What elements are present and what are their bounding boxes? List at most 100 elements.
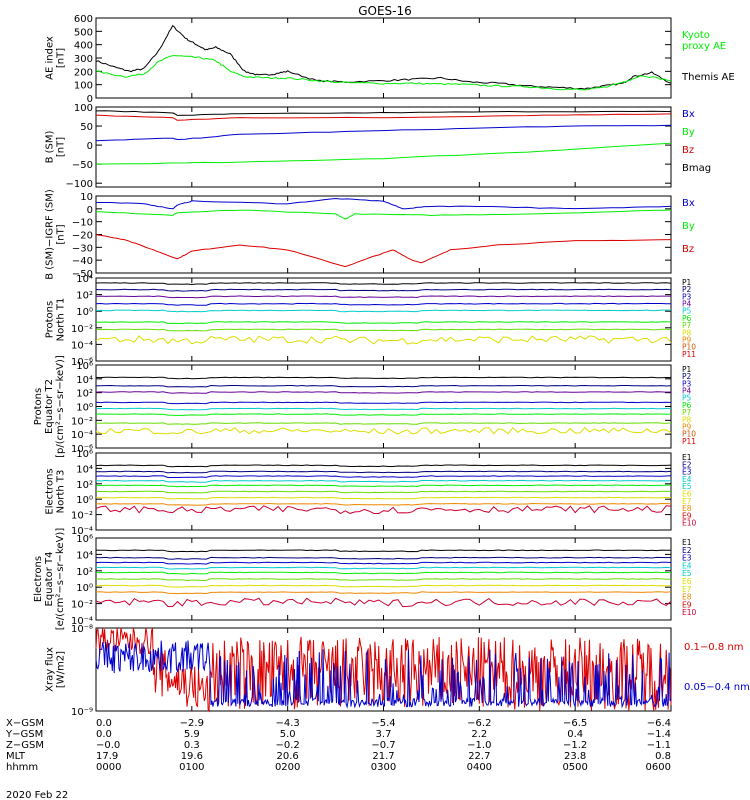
series-line-e3 <box>95 475 672 478</box>
legend-entry: E5 <box>682 482 692 491</box>
panel-frame <box>95 195 672 274</box>
time-row-label: hhmm <box>6 762 38 773</box>
y-tick-label: 0 <box>87 205 93 216</box>
legend-entry: P4 <box>682 300 692 309</box>
y-tick-label: 10⁻² <box>71 416 93 427</box>
panel-bigrf: −50 −40 −30−20 −10 0 10 B (SM)−IGRF (SM) [nT] Bx… <box>45 189 695 280</box>
time-row-value: −1.0 <box>467 740 491 751</box>
legend-entry: E4 <box>682 561 692 570</box>
time-row-value: 19.6 <box>181 751 203 762</box>
series-line-p8 <box>95 426 672 435</box>
legend-entry: P5 <box>682 394 692 403</box>
legend-entry: P6 <box>682 401 692 410</box>
series-line-e7 <box>95 496 672 500</box>
y-tick-label: 10⁶ <box>76 449 93 460</box>
time-row-value: −6.2 <box>467 718 491 729</box>
legend-entry: P2 <box>682 372 692 381</box>
y-axis-label: AE index <box>45 36 56 80</box>
y-axis-label: [p/(cm²−s−sr−keV)] <box>55 355 66 458</box>
legend-entry: P2 <box>682 285 692 294</box>
y-tick-label: 200 <box>74 67 93 78</box>
time-row-value: 3.7 <box>376 729 392 740</box>
series-line-0-1-0-8-nm <box>95 627 672 713</box>
series-line-p4 <box>95 401 672 405</box>
series-line-e4 <box>95 479 671 483</box>
chart-title: GOES-16 <box>358 4 412 18</box>
y-tick-label: 10⁴ <box>76 550 93 561</box>
legend-entry: E10 <box>682 519 697 528</box>
legend-entry: Bmag <box>682 163 711 174</box>
legend-entry: Bx <box>682 198 695 209</box>
series-line-kyoto-proxy-ae <box>95 55 672 91</box>
y-tick-label: 10⁻² <box>71 600 93 611</box>
time-axis-table: X−GSM 0.0 −2.9 −4.3 −5.4 −6.2 −6.5 −6.4 Y−GSM 0.0… <box>5 718 671 773</box>
series-line-e9 <box>95 505 672 515</box>
legend-entry: E1 <box>682 538 692 547</box>
legend-entry: P7 <box>682 321 692 330</box>
time-row-value: −6.5 <box>563 718 587 729</box>
y-tick-label: 10² <box>76 291 93 302</box>
time-row-label: MLT <box>6 751 26 762</box>
y-tick-label: 10⁰ <box>76 583 93 594</box>
y-tick-label: 600 <box>74 14 93 25</box>
legend-entry: E1 <box>682 453 692 462</box>
y-axis-label: Equator T4 <box>44 552 55 607</box>
legend-entry: P11 <box>682 437 696 446</box>
y-tick-label: 0 <box>87 141 93 152</box>
legend-entry: Kyoto <box>682 30 710 41</box>
time-row-value: 0.3 <box>184 740 200 751</box>
time-row-value: 2.2 <box>471 729 487 740</box>
legend-entry: proxy AE <box>682 41 726 52</box>
time-row-value: 21.7 <box>372 751 394 762</box>
y-tick-label: 100 <box>74 103 93 114</box>
legend-entry: P1 <box>682 278 692 287</box>
legend-entry: Bx <box>682 109 695 120</box>
legend-entry: P7 <box>682 408 692 417</box>
legend-entry: E10 <box>682 608 697 617</box>
panel-frame <box>95 106 672 188</box>
series-line-e2 <box>95 470 672 474</box>
series-line-bx <box>95 124 672 142</box>
series-line-e7 <box>95 584 672 588</box>
time-row-value: 5.0 <box>280 729 296 740</box>
y-tick-label: −100 <box>66 179 93 190</box>
series-line-p5 <box>95 407 672 411</box>
legend-entry: P8 <box>682 415 692 424</box>
legend-entry: 0.1−0.8 nm <box>684 642 743 653</box>
y-tick-label: 10⁻² <box>71 324 93 335</box>
series-line-by <box>95 209 672 220</box>
y-axis-label: Electrons <box>45 468 56 514</box>
series-line-e6 <box>95 490 672 494</box>
y-tick-label: 10⁰ <box>76 307 93 318</box>
series-line-p2 <box>95 288 672 292</box>
y-tick-label: 10⁻⁴ <box>71 430 93 441</box>
y-axis-label: North T3 <box>56 470 67 514</box>
series-line-e9 <box>95 597 672 608</box>
legend-entry: E2 <box>682 460 692 469</box>
series-line-e8 <box>95 502 672 506</box>
time-row-value: −0.7 <box>371 740 395 751</box>
legend-entry: By <box>682 221 695 232</box>
time-row-value: 0500 <box>562 762 587 773</box>
panel-xray: 10⁻⁹ 10⁻⁸ Xray flux [W/m2] 0.1−0.8 nm 0.05−0.… <box>45 624 750 718</box>
legend-entry: P6 <box>682 314 692 323</box>
legend-entry: Bz <box>682 244 694 255</box>
panel-bsm: −100 −50 0 50 100 B (SM) [nT] Bx By Bz Bmag <box>45 103 712 190</box>
y-axis-label: [e/(cm²−s−sr−keV)] <box>55 528 66 631</box>
time-row-value: 23.8 <box>564 751 586 762</box>
legend-entry: E7 <box>682 497 692 506</box>
y-tick-label: 10⁻² <box>71 511 93 522</box>
legend-entry: By <box>682 127 695 138</box>
time-row-value: −4.3 <box>276 718 300 729</box>
legend-entry: E8 <box>682 504 692 513</box>
y-tick-label: −20 <box>72 231 93 242</box>
y-tick-label: 50 <box>80 122 93 133</box>
y-tick-label: 10⁻⁴ <box>71 526 93 537</box>
series-line-p7 <box>95 422 672 425</box>
panel-ae: 0 100 200 300 400 500 600 AE index [nT] Kyotoprox… <box>45 14 735 105</box>
time-row-value: 0000 <box>96 762 121 773</box>
legend-entry: E9 <box>682 600 692 609</box>
y-tick-label: 500 <box>74 27 93 38</box>
y-tick-label: −30 <box>72 243 93 254</box>
